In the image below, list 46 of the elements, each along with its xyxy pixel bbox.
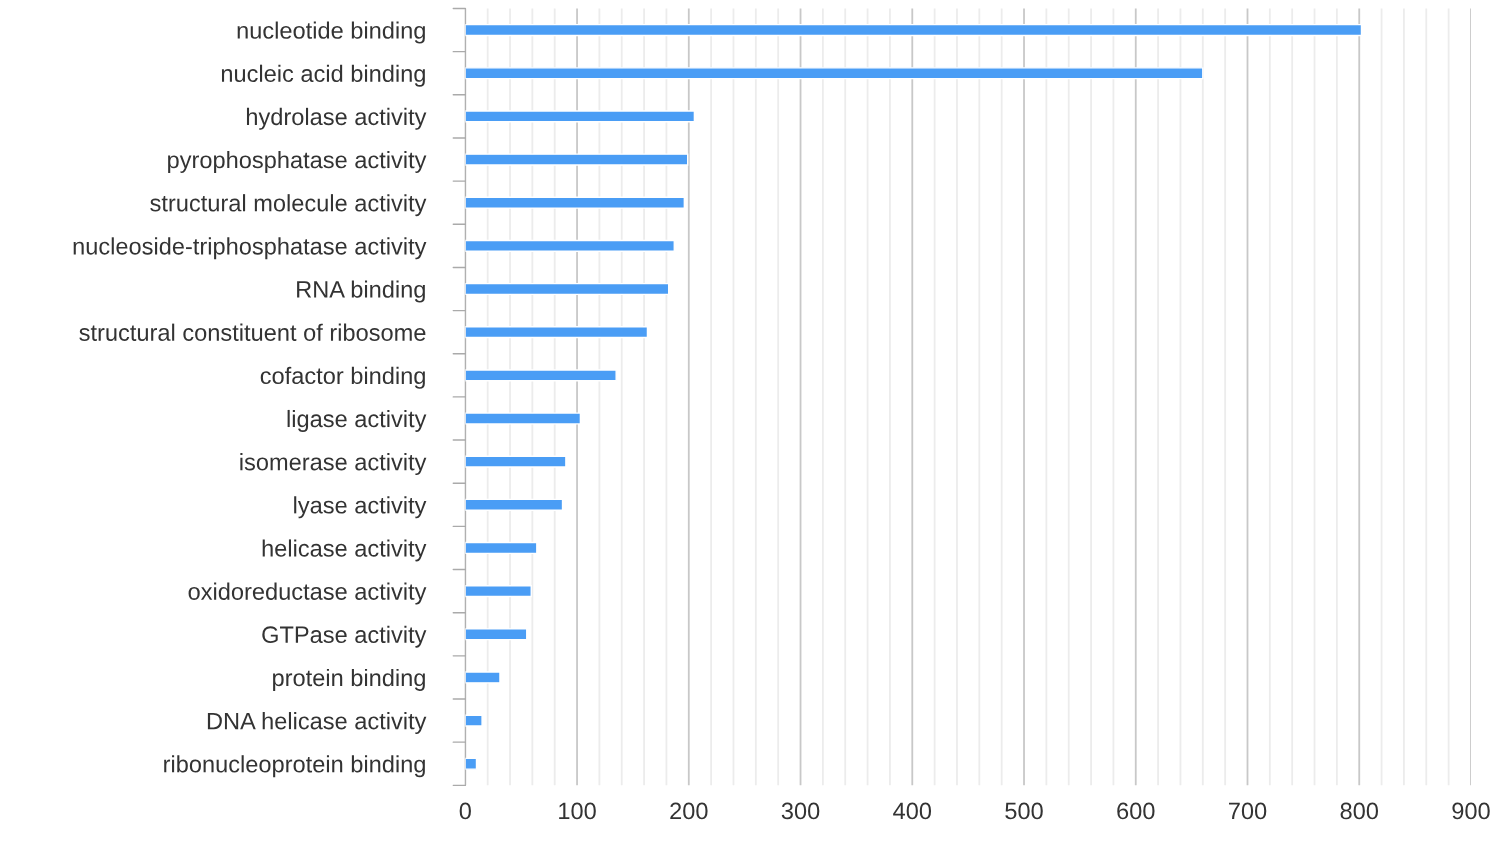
bar [465,282,670,296]
y-tick-label: ligase activity [287,409,427,432]
bar [465,757,478,770]
bar [465,541,538,555]
y-tick-label: hydrolase activity [246,107,427,130]
y-tick-label: lyase activity [294,496,427,519]
bar [465,498,564,511]
y-tick-label: isomerase activity [240,453,427,476]
x-tick-label: 400 [893,802,932,820]
y-tick-label: structural constituent of ribosome [79,323,426,341]
y-tick-label: nucleoside-triphosphatase activity [73,237,427,260]
bar [465,153,689,166]
bar [465,412,582,425]
x-tick-label: 100 [559,802,596,820]
bar [465,671,501,684]
y-tick-label: oxidoreductase activity [188,582,427,605]
bar [465,585,532,598]
y-tick-label: structural molecule activity [150,194,427,217]
bar [465,326,649,339]
bar [465,67,1204,80]
y-tick-label: ribonucleoprotein binding [164,755,425,778]
bar [465,110,696,123]
x-tick-label: 0 [459,802,471,820]
x-tick-label: 300 [781,802,820,820]
y-tick-label: pyrophosphatase activity [168,150,427,173]
x-tick-label: 700 [1229,802,1267,820]
bar [465,714,483,727]
y-tick-label: nucleotide binding [237,21,425,44]
bar [465,628,528,641]
y-tick-label: nucleic acid binding [221,64,425,87]
y-tick-label: GTPase activity [262,625,427,648]
x-tick-label: 200 [670,802,708,820]
y-tick-label: RNA binding [297,280,425,303]
x-tick-label: 900 [1452,802,1490,820]
y-tick-label: cofactor binding [260,366,425,389]
y-tick-label: DNA helicase activity [207,712,427,735]
x-tick-label: 600 [1117,802,1155,820]
x-tick-label: 800 [1340,802,1379,820]
bar [465,196,686,209]
bar [465,369,617,382]
y-tick-label: protein binding [273,668,425,691]
x-tick-label: 500 [1005,802,1043,820]
bar [465,239,675,252]
bar [465,455,567,468]
bar [465,23,1363,37]
y-tick-label: helicase activity [262,539,427,562]
